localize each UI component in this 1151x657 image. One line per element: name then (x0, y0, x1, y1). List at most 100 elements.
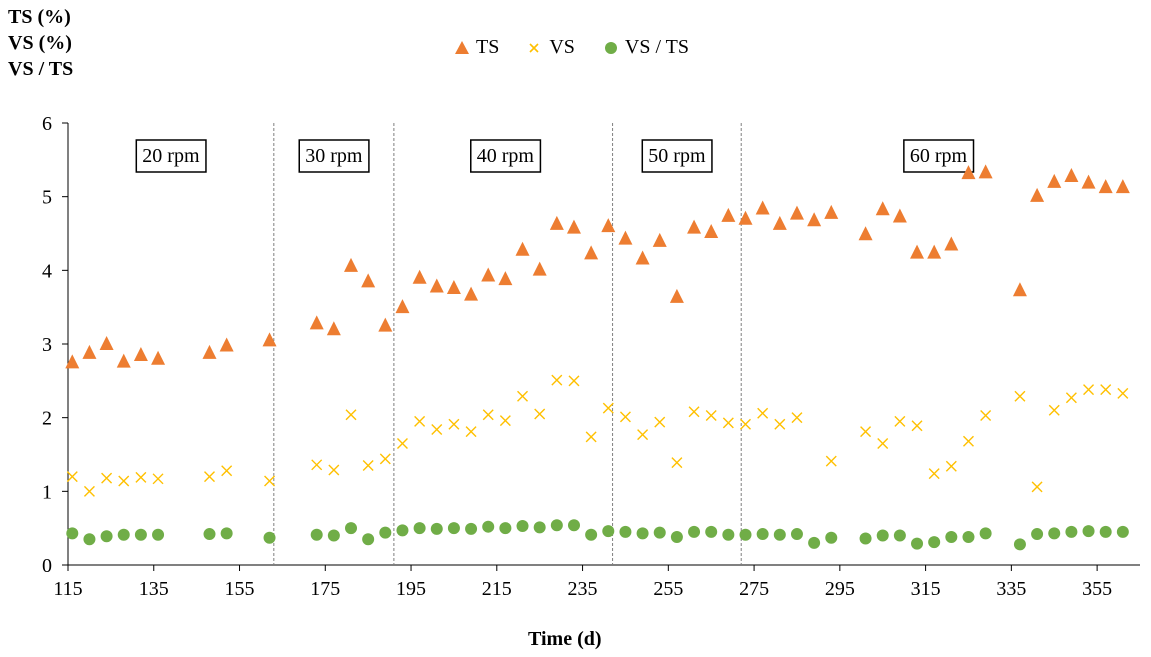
phase-label-box (903, 139, 975, 173)
legend-item-ts: TS (452, 36, 499, 59)
ts-point (875, 201, 890, 216)
vs-point (602, 402, 614, 414)
vs-point (654, 416, 666, 428)
ts-point (1064, 168, 1079, 183)
phase-label-box (135, 139, 207, 173)
y-axis-title-line-1: TS (%) (8, 6, 71, 28)
ts-point (116, 353, 131, 368)
vs-point (101, 472, 113, 484)
ts-point (1030, 187, 1045, 202)
vs-ts-point (567, 519, 580, 532)
x-tick-label: 355 (1082, 578, 1112, 600)
ts-point (532, 261, 547, 276)
x-tick-label: 115 (53, 578, 82, 600)
ts-point (378, 317, 393, 332)
vs-point (774, 418, 786, 430)
vs-point (619, 411, 631, 423)
ts-point (652, 232, 667, 247)
phase-label: 60 rpm (910, 145, 968, 167)
x-tick-label: 235 (568, 578, 598, 600)
ts-point (566, 219, 581, 234)
circle-icon (604, 41, 617, 54)
vs-point (396, 437, 408, 449)
vs-point (264, 475, 276, 487)
vs-ts-point (396, 524, 409, 537)
vs-ts-point (619, 525, 632, 538)
vs-ts-point (585, 528, 598, 541)
vs-ts-point (1048, 527, 1061, 540)
vs-point (345, 409, 357, 421)
vs-point (135, 471, 147, 483)
vs-point (722, 417, 734, 429)
vs-point (414, 415, 426, 427)
vs-ts-point (1082, 525, 1095, 538)
legend-label-vs-ts: VS / TS (624, 36, 690, 58)
ts-point (669, 288, 684, 303)
y-tick-label: 0 (42, 555, 52, 577)
vs-point (499, 415, 511, 427)
vs-point (517, 390, 529, 402)
vs-point (448, 418, 460, 430)
vs-ts-point (1116, 525, 1129, 538)
y-axis-title-line-2: VS (%) (8, 32, 72, 54)
vs-ts-point (203, 528, 216, 541)
x-tick-label: 315 (911, 578, 941, 600)
phase-label: 30 rpm (305, 145, 363, 167)
vs-point (465, 426, 477, 438)
vs-point (379, 453, 391, 465)
x-tick-label: 175 (310, 578, 340, 600)
ts-point (326, 321, 341, 336)
ts-point (738, 210, 753, 225)
ts-point (1081, 174, 1096, 189)
vs-ts-point (876, 529, 889, 542)
ts-point (464, 286, 479, 301)
vs-point (1100, 384, 1112, 396)
ts-point (361, 273, 376, 288)
vs-ts-point (516, 519, 529, 532)
vs-point (1048, 404, 1060, 416)
ts-point (789, 205, 804, 220)
vs-ts-point (911, 537, 924, 550)
ts-point (395, 299, 410, 314)
ts-point (721, 207, 736, 222)
ts-point (1012, 282, 1027, 297)
vs-ts-point (859, 532, 872, 545)
vs-ts-point (263, 531, 276, 544)
vs-ts-point (722, 528, 735, 541)
vs-ts-point (152, 528, 165, 541)
phase-label: 20 rpm (142, 145, 200, 167)
ts-point (772, 215, 787, 230)
vs-ts-point (962, 531, 975, 544)
vs-point (671, 457, 683, 469)
vs-point (894, 415, 906, 427)
ts-point (704, 224, 719, 239)
ts-point (824, 204, 839, 219)
vs-ts-point (1013, 538, 1026, 551)
vs-point (688, 406, 700, 418)
vs-point (482, 409, 494, 421)
ts-point (498, 271, 513, 286)
x-axis-title: Time (d) (528, 628, 602, 650)
vs-ts-point (413, 522, 426, 535)
ts-point (807, 212, 822, 227)
vs-ts-point (66, 527, 79, 540)
vs-point (637, 429, 649, 441)
vs-ts-point (447, 522, 460, 535)
vs-point (204, 471, 215, 483)
ts-point (978, 164, 993, 179)
ts-point (618, 230, 633, 245)
ts-point (1098, 179, 1113, 194)
ts-point (202, 344, 217, 359)
x-tick-label: 215 (482, 578, 512, 600)
vs-point (1031, 481, 1043, 493)
vs-ts-point (808, 536, 821, 549)
ts-point (892, 208, 907, 223)
y-axis-title-line-3: VS / TS (8, 58, 74, 80)
vs-ts-point (756, 528, 769, 541)
ts-point (927, 244, 942, 259)
x-tick-label: 255 (653, 578, 683, 600)
vs-point (757, 407, 769, 419)
vs-point (980, 409, 992, 421)
vs-point (825, 455, 837, 467)
